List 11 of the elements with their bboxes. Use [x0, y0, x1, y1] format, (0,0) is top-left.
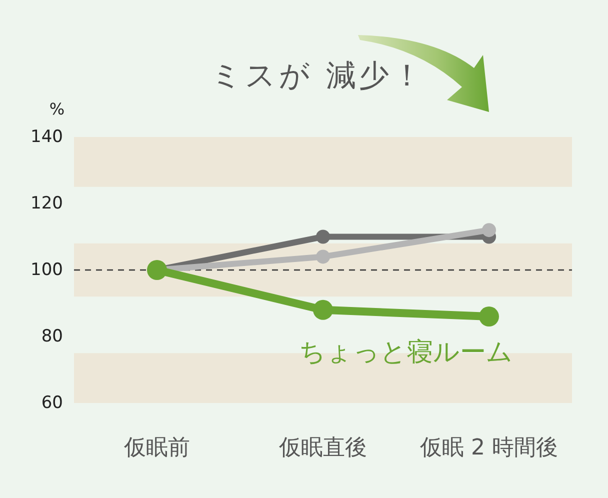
ytick: 60 [41, 393, 63, 413]
ytick: 100 [30, 260, 63, 280]
ylabel: % [49, 100, 65, 118]
series-name: ちょっと寝ルーム [299, 338, 513, 368]
ytick: 80 [41, 326, 63, 346]
xtick: 仮眠 2 時間後 [420, 436, 558, 460]
xtick: 仮眠前 [124, 436, 190, 460]
ytick: 120 [30, 194, 63, 214]
title: ミスが 減少！ [211, 58, 425, 94]
xtick: 仮眠直後 [279, 436, 367, 460]
ytick: 140 [30, 127, 63, 147]
